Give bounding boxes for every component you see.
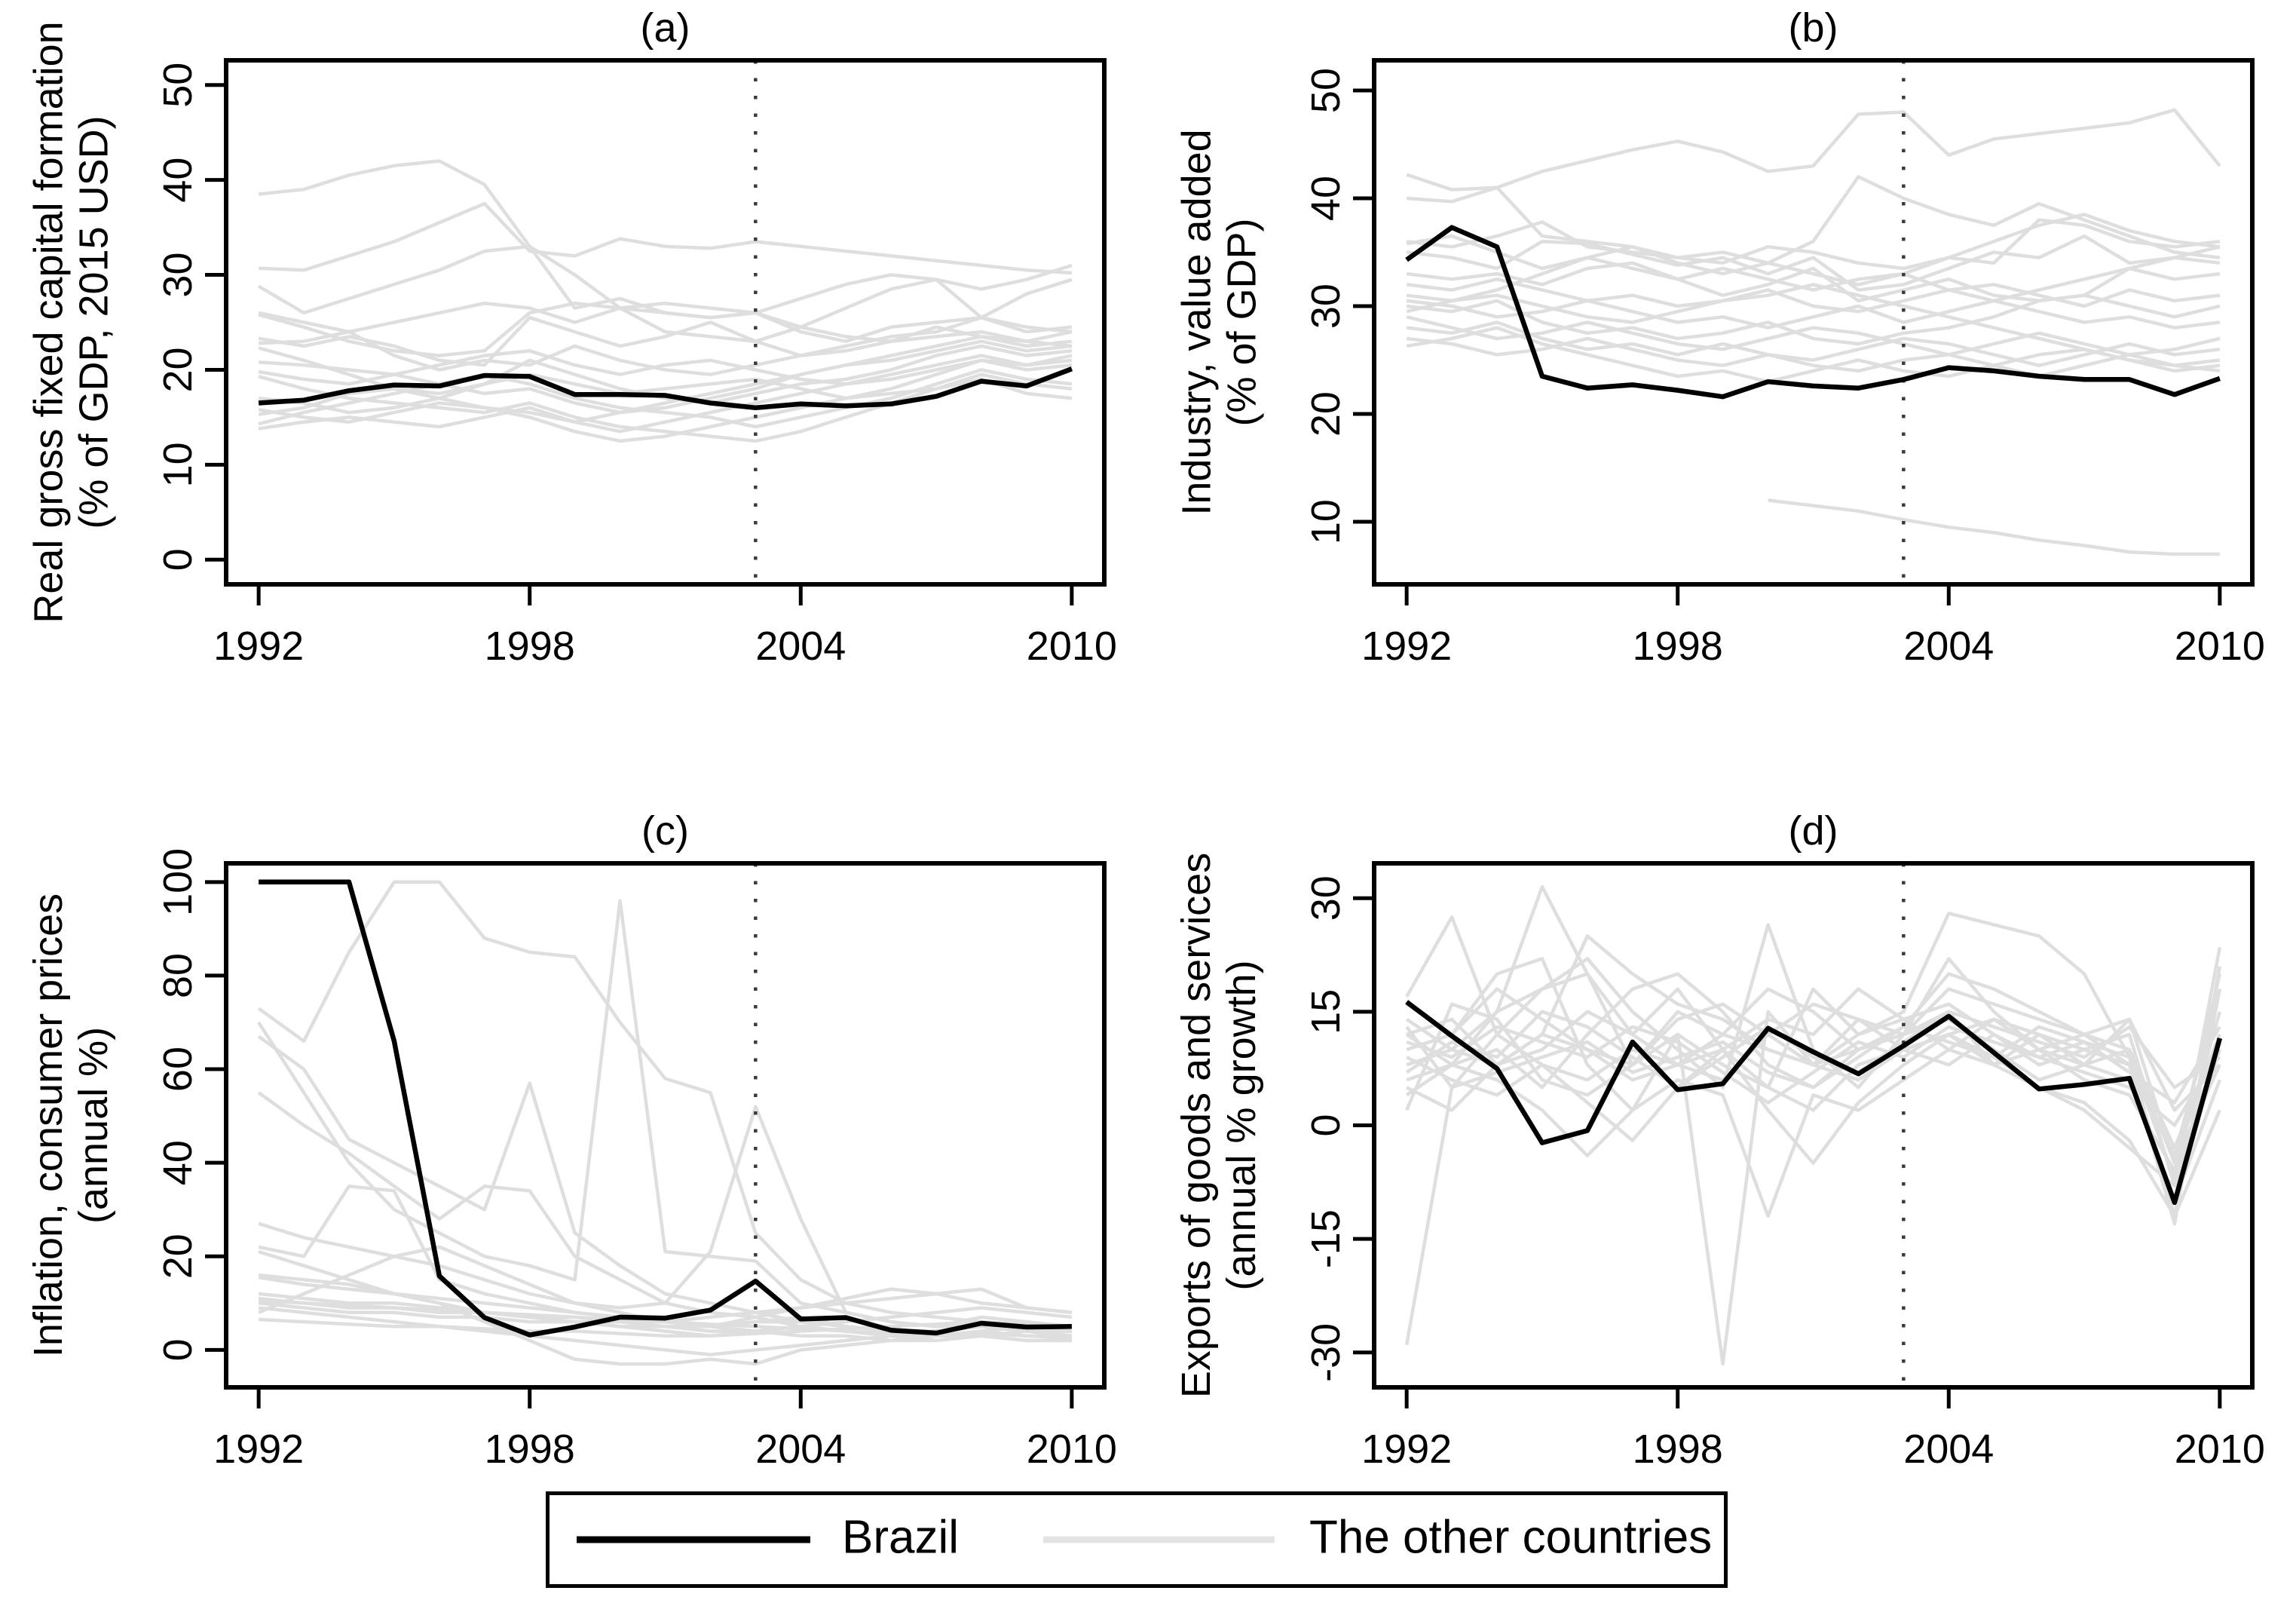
svg-text:60: 60 (155, 1047, 201, 1092)
svg-text:2004: 2004 (755, 624, 846, 669)
legend-label-brazil: Brazil (842, 1511, 960, 1564)
svg-text:20: 20 (155, 347, 201, 392)
svg-text:100: 100 (155, 848, 201, 916)
svg-text:1992: 1992 (213, 1427, 304, 1472)
panel-b-title: (b) (1788, 5, 1838, 51)
panel-c: (c) Inflation, consumer prices (annual %… (0, 803, 1148, 1557)
svg-text:1998: 1998 (1633, 624, 1723, 669)
svg-text:20: 20 (1303, 391, 1349, 437)
panel-a-chart-canvas: 0 10 20 30 40 50 1992 1998 2004 2010 (155, 58, 1117, 669)
svg-text:10: 10 (1303, 499, 1349, 544)
others-line-swatch (1043, 1536, 1275, 1543)
svg-text:1998: 1998 (485, 624, 575, 669)
svg-text:30: 30 (1303, 284, 1349, 329)
svg-text:30: 30 (155, 253, 201, 298)
svg-text:0: 0 (1303, 1114, 1349, 1136)
svg-text:2004: 2004 (1903, 1427, 1994, 1472)
svg-text:15: 15 (1303, 989, 1349, 1034)
svg-text:50: 50 (155, 63, 201, 108)
panel-d-chart-canvas: -30 -15 0 15 30 1992 1998 2004 2010 (1303, 861, 2265, 1472)
svg-text:2004: 2004 (1903, 624, 1994, 669)
panel-d: (d) Exports of goods and services (annua… (1148, 803, 2296, 1557)
svg-text:1992: 1992 (1361, 624, 1452, 669)
panel-b-chart-canvas: 10 20 30 40 50 1992 1998 2004 2010 (1303, 58, 2265, 669)
svg-text:2010: 2010 (1027, 1427, 1117, 1472)
legend-label-others: The other countries (1309, 1511, 1713, 1564)
svg-text:2010: 2010 (2175, 1427, 2265, 1472)
svg-text:0: 0 (155, 548, 201, 571)
svg-text:1992: 1992 (1361, 1427, 1452, 1472)
svg-text:-30: -30 (1303, 1323, 1349, 1382)
svg-text:2010: 2010 (2175, 624, 2265, 669)
svg-text:40: 40 (155, 158, 201, 203)
panel-a-title: (a) (640, 5, 690, 51)
svg-text:40: 40 (1303, 176, 1349, 221)
panel-a: (a) Real gross fixed capital formation (… (0, 0, 1148, 754)
panel-c-title: (c) (641, 808, 689, 854)
svg-text:2004: 2004 (755, 1427, 846, 1472)
brazil-line-swatch (577, 1536, 810, 1543)
svg-text:1998: 1998 (485, 1427, 575, 1472)
svg-text:2010: 2010 (1027, 624, 1117, 669)
svg-text:0: 0 (155, 1338, 201, 1361)
svg-text:50: 50 (1303, 68, 1349, 113)
svg-text:1992: 1992 (213, 624, 304, 669)
panel-b: (b) Industry, value added (% of GDP) 10 2… (1148, 0, 2296, 754)
svg-text:1998: 1998 (1633, 1427, 1723, 1472)
legend: Brazil The other countries (546, 1491, 1728, 1588)
svg-text:20: 20 (155, 1234, 201, 1279)
panel-c-chart-canvas: 0 20 40 60 80 100 1992 1998 2004 2010 (155, 848, 1117, 1472)
svg-text:-15: -15 (1303, 1209, 1349, 1268)
svg-text:10: 10 (155, 442, 201, 487)
svg-text:80: 80 (155, 953, 201, 998)
svg-text:40: 40 (155, 1140, 201, 1185)
panel-d-title: (d) (1788, 808, 1838, 854)
svg-text:30: 30 (1303, 875, 1349, 921)
